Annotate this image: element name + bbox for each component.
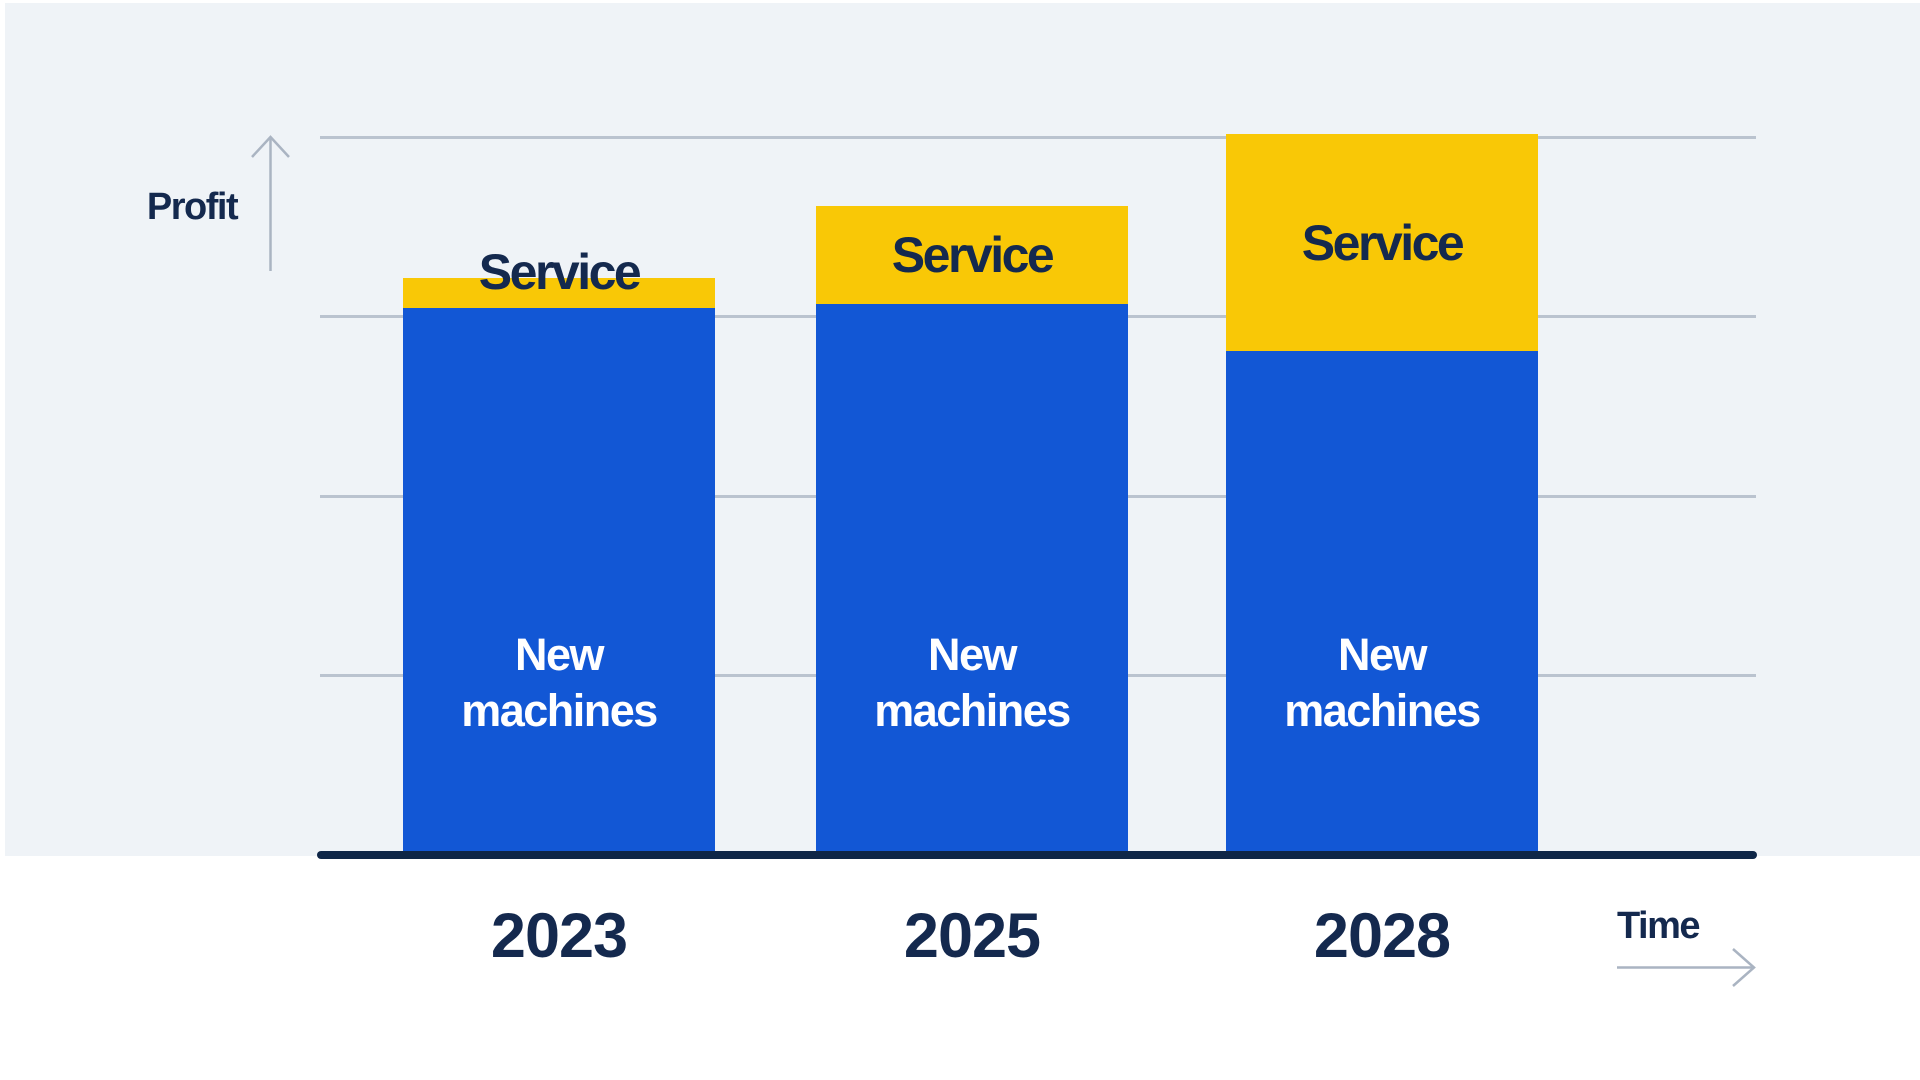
bar-segment-service-2025: Service [816,206,1128,304]
y-axis-label: Profit [146,186,239,228]
x-tick-label-2025: 2025 [903,901,1041,971]
bar-2028: Service [1226,134,1538,855]
x-axis-label: Time [1617,905,1701,947]
new-machines-label-2028: New machines [1284,629,1481,736]
bar-2023: Service [403,247,715,855]
service-label-2028: Service [1301,214,1465,271]
bar-segment-service-2023: Service [403,247,715,308]
service-label-2023: Service [478,244,642,300]
bar-segment-new-machines-2023 [403,308,715,855]
bar-2025: Service [816,206,1128,855]
new-machines-label-2025: New machines [874,629,1071,736]
x-tick-label-2028: 2028 [1313,901,1451,971]
bar-segment-new-machines-2025 [816,304,1128,855]
service-label-2025: Service [891,227,1055,283]
x-tick-label-2023: 2023 [490,901,628,971]
bar-segment-service-2028: Service [1226,134,1538,351]
x-axis-baseline [317,851,1757,859]
gridline-1 [320,136,1756,139]
new-machines-label-2023: New machines [461,629,658,736]
bar-segment-new-machines-2028 [1226,351,1538,855]
